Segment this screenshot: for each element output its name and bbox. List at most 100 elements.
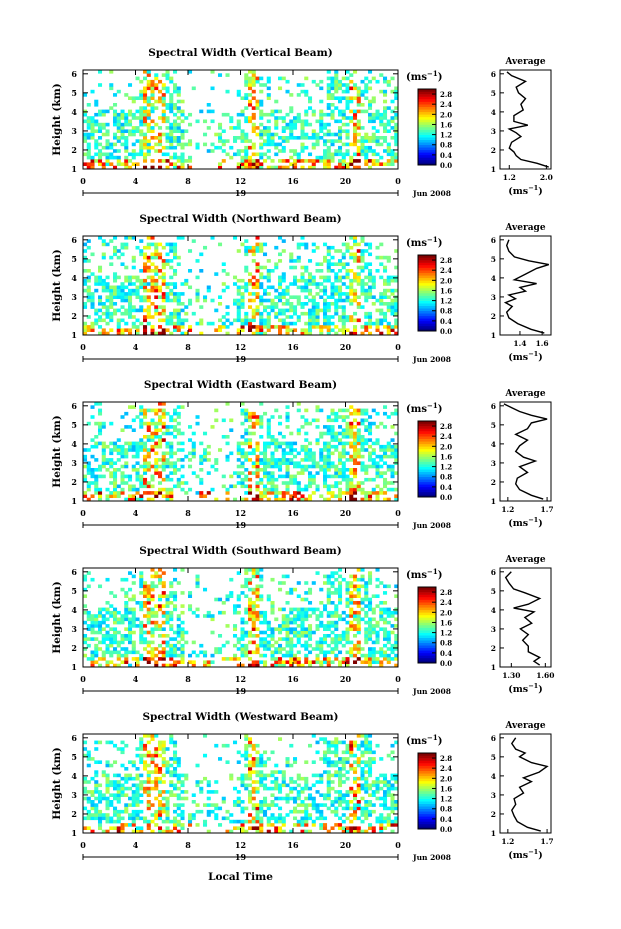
heatmap-cell <box>375 464 380 469</box>
colorbar-segment <box>418 650 436 654</box>
heatmap-cell <box>90 650 95 655</box>
heatmap-cell <box>390 89 395 94</box>
heatmap-cell <box>278 627 283 631</box>
heatmap-cell <box>251 431 256 436</box>
heatmap-cell <box>289 132 294 137</box>
heatmap-cell <box>383 657 388 661</box>
heatmap-cell <box>341 282 346 286</box>
heatmap-cell <box>236 597 241 602</box>
heatmap-cell <box>244 315 249 319</box>
heatmap-cell <box>139 421 144 426</box>
heatmap-cell <box>188 607 193 612</box>
heatmap-cell <box>236 604 241 608</box>
heatmap-cell <box>386 106 391 110</box>
heatmap-cell <box>304 132 309 137</box>
heatmap-cell <box>113 494 118 498</box>
heatmap-cell <box>338 601 343 605</box>
heatmap-cell <box>255 265 260 270</box>
heatmap-cell <box>248 76 253 81</box>
heatmap-cell <box>356 282 361 286</box>
heatmap-cell <box>199 318 204 323</box>
heatmap-cell <box>345 318 350 323</box>
heatmap-cell <box>139 826 144 830</box>
heatmap-cell <box>255 165 260 170</box>
heatmap-cell <box>281 288 286 293</box>
heatmap-cell <box>116 139 121 143</box>
heatmap-cell <box>98 142 103 147</box>
heatmap-cell <box>311 249 316 253</box>
heatmap-cell <box>289 448 294 452</box>
heatmap-cell <box>308 278 313 283</box>
heatmap-cell <box>154 122 159 127</box>
heatmap-cell <box>128 494 133 498</box>
heatmap-cell <box>274 165 279 170</box>
heatmap-cell <box>326 132 331 137</box>
heatmap-cell <box>233 653 238 658</box>
heatmap-cell <box>154 468 159 472</box>
heatmap-cell <box>116 159 121 163</box>
heatmap-cell <box>383 269 388 273</box>
heatmap-cell <box>158 826 163 830</box>
heatmap-cell <box>334 278 339 283</box>
heatmap-cell <box>150 262 155 266</box>
heatmap-cell <box>300 272 305 276</box>
heatmap-cell <box>259 620 264 625</box>
heatmap-cell <box>105 796 110 801</box>
heatmap-cell <box>315 617 320 622</box>
heatmap-cell <box>124 441 129 446</box>
heatmap-cell <box>131 468 136 472</box>
heatmap-cell <box>259 311 264 316</box>
heatmap-cell <box>296 152 301 157</box>
heatmap-cell <box>158 275 163 280</box>
heatmap-cell <box>323 607 328 612</box>
heatmap-cell <box>278 259 283 263</box>
heatmap-cell <box>150 236 155 240</box>
heatmap-cell <box>270 637 275 641</box>
colorbar-segment <box>418 423 436 427</box>
heatmap-cell <box>349 597 354 602</box>
heatmap-cell <box>278 415 283 419</box>
heatmap-cell <box>278 295 283 299</box>
heatmap-cell <box>105 650 110 655</box>
heatmap-cell <box>371 650 376 655</box>
heatmap-cell <box>330 255 335 260</box>
heatmap-cell <box>390 288 395 293</box>
heatmap-cell <box>360 660 365 664</box>
heatmap-cell <box>120 740 125 745</box>
heatmap-cell <box>379 119 384 124</box>
heatmap-cell <box>135 786 140 791</box>
heatmap-cell <box>94 112 99 117</box>
heatmap-cell <box>161 425 166 429</box>
heatmap-cell <box>296 116 301 120</box>
heatmap-cell <box>266 325 271 329</box>
heatmap-cell <box>218 73 223 77</box>
heatmap-cell <box>221 418 226 423</box>
heatmap-cell <box>390 305 395 309</box>
heatmap-cell <box>353 275 358 280</box>
heatmap-cell <box>383 126 388 130</box>
colorbar-segment <box>418 630 436 633</box>
heatmap-cell <box>161 454 166 459</box>
heatmap-cell <box>199 468 204 472</box>
average-y-tick-label: 2 <box>491 146 496 155</box>
heatmap-cell <box>326 331 331 336</box>
heatmap-cell <box>334 604 339 608</box>
heatmap-cell <box>315 245 320 250</box>
heatmap-cell <box>330 435 335 439</box>
heatmap-cell <box>101 421 106 426</box>
heatmap-cell <box>139 282 144 286</box>
heatmap-cell <box>109 152 114 157</box>
heatmap-cell <box>86 800 91 804</box>
heatmap-cell <box>150 421 155 426</box>
colorbar-segment <box>418 637 436 641</box>
heatmap-cell <box>86 298 91 303</box>
heatmap-cell <box>383 491 388 495</box>
heatmap-cell <box>360 468 365 472</box>
heatmap-cell <box>289 295 294 299</box>
heatmap-cell <box>394 458 399 462</box>
heatmap-cell <box>244 577 249 582</box>
heatmap-cell <box>128 112 133 117</box>
heatmap-cell <box>165 298 170 303</box>
heatmap-cell <box>113 477 118 482</box>
heatmap-cell <box>270 159 275 163</box>
